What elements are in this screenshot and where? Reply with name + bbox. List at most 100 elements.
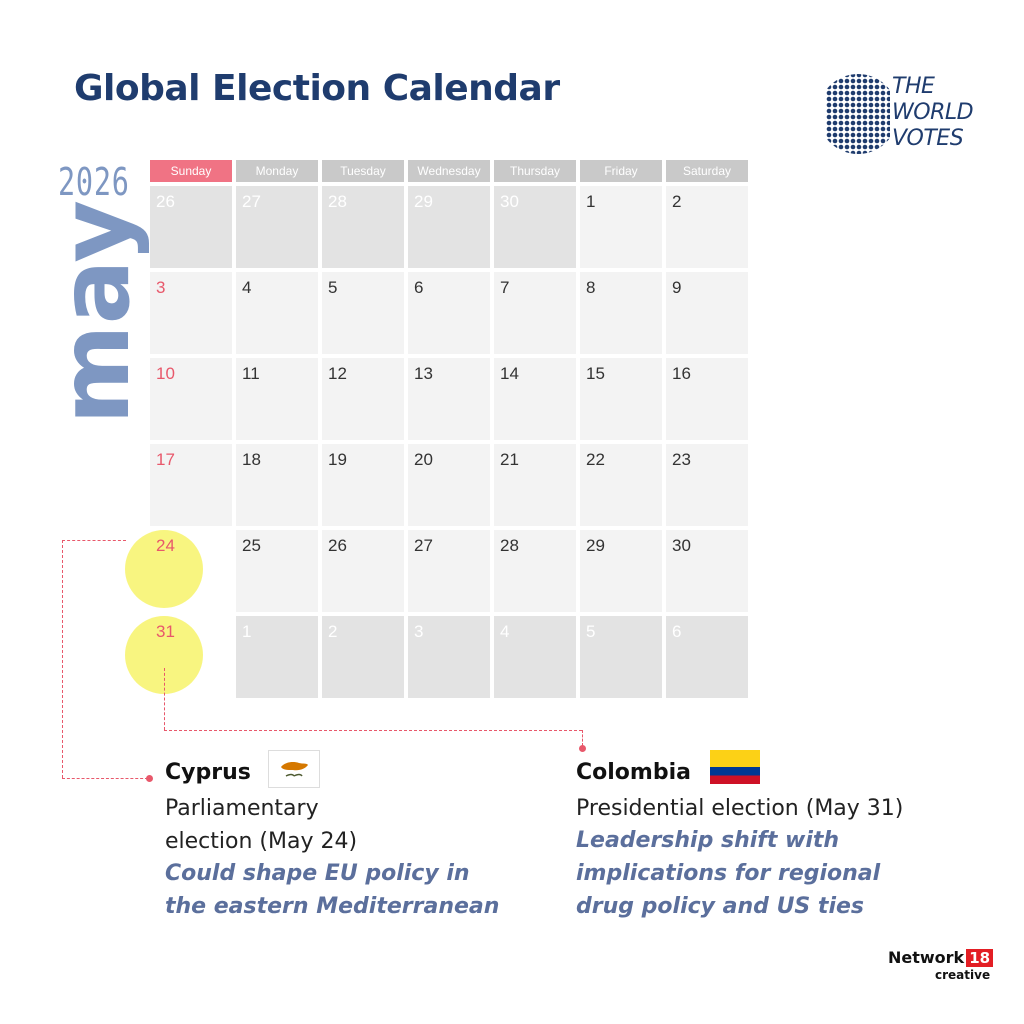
day-number: 28: [500, 536, 519, 555]
colombia-note: Leadership shift with implications for r…: [576, 824, 880, 923]
month-label-rotator: may: [39, 200, 151, 425]
logo-line-world: WORLD: [892, 100, 974, 125]
day-number: 7: [500, 278, 510, 297]
connector-cyprus-vertical: [62, 540, 63, 778]
cyprus-country-name: Cyprus: [165, 760, 251, 785]
colombia-country-name: Colombia: [576, 760, 691, 785]
calendar-day-cell: 4: [236, 272, 318, 354]
month-label-wrap: may: [39, 200, 151, 440]
calendar-day-cell: 22: [580, 444, 662, 526]
calendar-day-cell: 9: [666, 272, 748, 354]
day-number: 22: [586, 450, 605, 469]
calendar-day-cell: 31: [150, 616, 232, 698]
calendar-day-cell: 29: [408, 186, 490, 268]
calendar-day-cell: 11: [236, 358, 318, 440]
calendar-day-cell: 3: [408, 616, 490, 698]
cyprus-type-line: election (May 24): [165, 829, 358, 854]
cyprus-flag-icon: [268, 750, 320, 788]
calendar-day-cell: 25: [236, 530, 318, 612]
weekday-header: Tuesday: [322, 160, 404, 182]
weekday-header: Friday: [580, 160, 662, 182]
calendar-day-cell: 27: [236, 186, 318, 268]
calendar-day-cell: 15: [580, 358, 662, 440]
calendar-day-cell: 19: [322, 444, 404, 526]
calendar-day-cell: 28: [494, 530, 576, 612]
day-number: 3: [414, 622, 424, 641]
network18-creative: creative: [935, 968, 991, 982]
calendar-day-cell: 17: [150, 444, 232, 526]
calendar-day-cell: 28: [322, 186, 404, 268]
day-number: 28: [328, 192, 347, 211]
calendar-day-cell: 2: [666, 186, 748, 268]
connector-colombia-dot: [579, 745, 586, 752]
calendar-day-cell: 23: [666, 444, 748, 526]
month-label: may: [39, 200, 151, 425]
connector-colombia-horizontal: [164, 730, 582, 731]
day-number: 2: [672, 192, 682, 211]
calendar-day-cell: 3: [150, 272, 232, 354]
cyprus-note-line: the eastern Mediterranean: [165, 894, 500, 919]
colombia-note-line: Leadership shift with: [576, 828, 840, 853]
day-number: 26: [328, 536, 347, 555]
calendar-day-cell: 30: [494, 186, 576, 268]
day-number: 30: [672, 536, 691, 555]
calendar-day-cell: 30: [666, 530, 748, 612]
logo-text: THE WORLD VOTES: [892, 74, 974, 152]
day-number: 21: [500, 450, 519, 469]
connector-colombia-drop: [582, 730, 583, 746]
colombia-note-line: implications for regional: [576, 861, 881, 886]
day-number: 27: [242, 192, 261, 211]
calendar-day-cell: 6: [408, 272, 490, 354]
calendar-day-cell: 2: [322, 616, 404, 698]
globe-icon: [826, 74, 890, 154]
day-number: 18: [242, 450, 261, 469]
connector-cyprus-bottom: [62, 778, 148, 779]
day-number: 6: [414, 278, 424, 297]
calendar-day-cell: 5: [580, 616, 662, 698]
day-number: 29: [586, 536, 605, 555]
day-number: 30: [500, 192, 519, 211]
day-number: 6: [672, 622, 682, 641]
cyprus-note: Could shape EU policy in the eastern Med…: [165, 857, 499, 923]
calendar-day-cell: 1: [580, 186, 662, 268]
logo-line-votes: VOTES: [892, 126, 964, 151]
page-title: Global Election Calendar: [74, 68, 560, 109]
day-number: 19: [328, 450, 347, 469]
calendar-day-cell: 26: [150, 186, 232, 268]
day-number: 10: [156, 364, 175, 383]
day-number: 27: [414, 536, 433, 555]
day-number: 26: [156, 192, 175, 211]
colombia-flag-icon: [710, 750, 760, 784]
calendar-day-cell: 21: [494, 444, 576, 526]
connector-cyprus-dot: [146, 775, 153, 782]
weekday-header: Wednesday: [408, 160, 490, 182]
calendar-day-cell: 20: [408, 444, 490, 526]
weekday-header: Saturday: [666, 160, 748, 182]
calendar-day-cell: 8: [580, 272, 662, 354]
day-number: 29: [414, 192, 433, 211]
calendar-day-cell: 24: [150, 530, 232, 612]
day-number: 4: [242, 278, 252, 297]
election-day-number: 24: [156, 536, 175, 555]
day-number: 9: [672, 278, 682, 297]
election-day-highlight: [125, 530, 203, 608]
colombia-election-type: Presidential election (May 31): [576, 792, 903, 825]
calendar-day-cell: 26: [322, 530, 404, 612]
cyprus-election-type: Parliamentary election (May 24): [165, 792, 357, 858]
weekday-header: Monday: [236, 160, 318, 182]
day-number: 11: [242, 364, 260, 383]
day-number: 8: [586, 278, 596, 297]
calendar-day-cell: 14: [494, 358, 576, 440]
connector-colombia-vertical: [164, 668, 165, 730]
weekday-header: Thursday: [494, 160, 576, 182]
calendar-day-cell: 16: [666, 358, 748, 440]
election-day-number: 31: [156, 622, 175, 641]
the-world-votes-logo: THE WORLD VOTES: [826, 72, 986, 160]
colombia-type-line: Presidential election (May 31): [576, 796, 904, 821]
day-number: 16: [672, 364, 691, 383]
day-number: 15: [586, 364, 605, 383]
day-number: 4: [500, 622, 510, 641]
network18-logo: Network 18: [888, 948, 994, 967]
weekday-header: Sunday: [150, 160, 232, 182]
cyprus-type-line: Parliamentary: [165, 796, 319, 821]
